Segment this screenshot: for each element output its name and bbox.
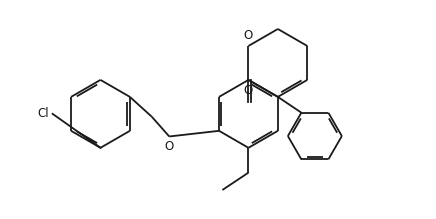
Text: O: O (165, 140, 174, 152)
Text: Cl: Cl (37, 107, 49, 120)
Text: O: O (244, 84, 253, 97)
Text: O: O (244, 29, 253, 42)
